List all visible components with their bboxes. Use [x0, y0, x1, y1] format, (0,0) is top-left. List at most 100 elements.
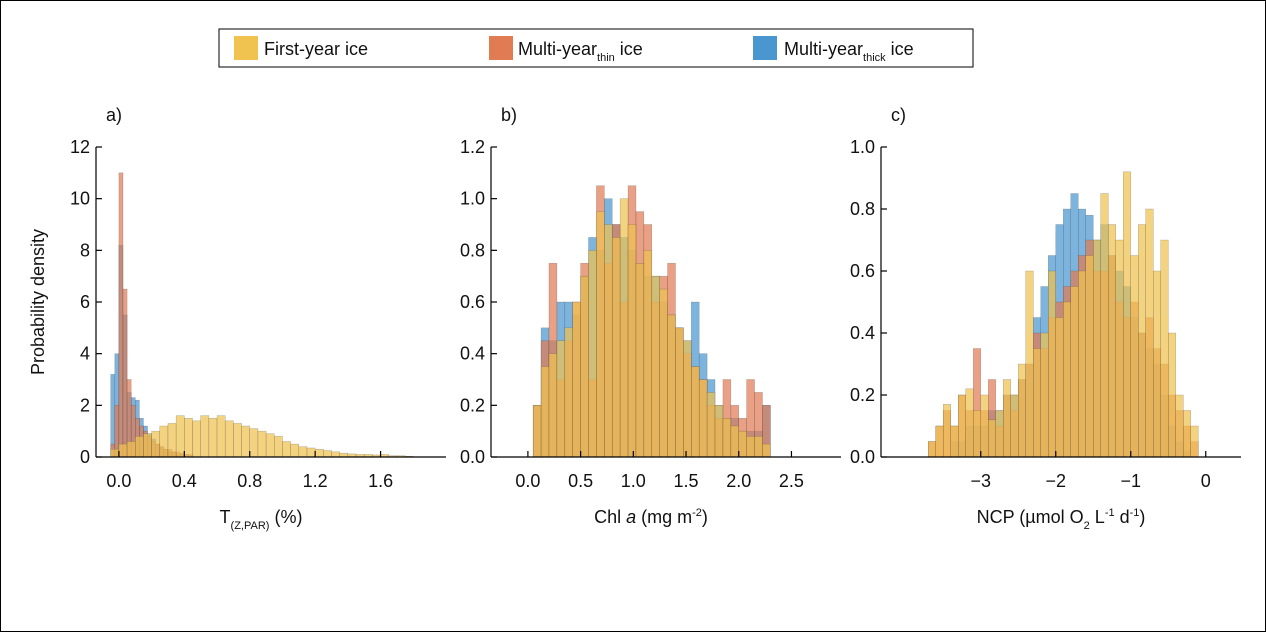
histogram-bar: [691, 366, 700, 458]
histogram-bar: [754, 436, 763, 458]
histogram-bar: [122, 288, 128, 458]
histogram-bar: [184, 418, 193, 458]
histogram-bar: [1168, 332, 1176, 458]
y-tick-label: 1.2: [460, 137, 485, 157]
histogram-bar: [274, 436, 283, 458]
histogram-bar: [596, 211, 605, 458]
histogram-bar: [540, 366, 550, 458]
x-tick-label: 1.0: [621, 471, 646, 491]
x-label-part: d: [1115, 507, 1130, 527]
y-tick-label: 0.0: [460, 447, 485, 467]
histogram-bar: [1160, 239, 1169, 458]
y-tick-label: 10: [70, 189, 90, 209]
x-label-part: 2: [1084, 520, 1090, 532]
histogram-bar: [1175, 394, 1184, 458]
legend-label: Multi-yearthick ice: [784, 39, 914, 64]
histogram-bar: [118, 172, 124, 458]
histogram-bar: [1183, 410, 1191, 458]
histogram-bar: [675, 327, 684, 458]
histogram-bar: [950, 425, 959, 458]
histogram-bar: [988, 419, 996, 458]
legend-rest: ice: [886, 39, 914, 59]
histogram-bar: [762, 443, 771, 458]
histogram-bar: [1003, 379, 1011, 458]
x-label-part: NCP (µmol O: [977, 507, 1084, 527]
histogram-bar: [167, 423, 177, 458]
histogram-bar: [1190, 425, 1199, 458]
panel-label: b): [501, 105, 517, 125]
histogram-bar: [564, 327, 573, 458]
histogram-bar: [1063, 301, 1071, 458]
histogram-bar: [706, 392, 716, 458]
y-tick-label: 12: [70, 137, 90, 157]
histogram-bar: [1048, 270, 1056, 458]
y-tick-label: 1.0: [460, 189, 485, 209]
histogram-bar: [1093, 239, 1101, 458]
x-label-part: (mg m: [636, 507, 692, 527]
histogram-bar: [980, 394, 989, 458]
y-tick-label: 0.0: [850, 447, 875, 467]
histogram-bar: [928, 441, 936, 458]
y-tick-label: 0.4: [850, 323, 875, 343]
x-tick-label: 2.5: [779, 471, 804, 491]
histogram-bar: [1040, 332, 1049, 458]
histogram-bar: [548, 353, 558, 458]
histogram-bar: [192, 420, 201, 458]
histogram-bar: [1153, 270, 1161, 458]
y-tick-label: 2: [80, 395, 90, 415]
histogram-bar: [1078, 270, 1086, 458]
histogram-bar: [651, 275, 660, 458]
histogram-bar: [1130, 255, 1139, 458]
legend-sub: thin: [597, 52, 615, 64]
x-label-part: Chl: [594, 507, 626, 527]
histogram-bar: [556, 340, 566, 458]
histogram-bar: [995, 410, 1004, 458]
histogram-bar: [1070, 286, 1079, 458]
histogram-bar: [532, 405, 542, 458]
x-label-part: -1: [1130, 507, 1140, 519]
y-tick-label: 1.0: [850, 137, 875, 157]
x-tick-label: −3: [970, 471, 991, 491]
x-tick-label: 0.5: [568, 471, 593, 491]
histogram-bar: [290, 443, 300, 458]
x-tick-label: 0.0: [515, 471, 540, 491]
legend-label: First-year ice: [264, 39, 368, 59]
x-axis-label: T(Z,PAR) (%): [220, 507, 303, 532]
x-tick-label: 0: [1201, 471, 1211, 491]
y-tick-label: 0.8: [850, 199, 875, 219]
histogram-bar: [314, 449, 324, 458]
histogram-bar: [110, 449, 120, 458]
x-tick-label: 1.6: [368, 471, 393, 491]
legend-name: First-year ice: [264, 39, 368, 59]
histogram-bar: [667, 314, 676, 458]
histogram-bar: [135, 436, 144, 458]
histogram-bar: [175, 415, 185, 458]
legend-swatch: [234, 36, 258, 60]
legend-label: Multi-yearthin ice: [518, 39, 643, 64]
histogram-bar: [659, 288, 668, 458]
histogram-bar: [233, 423, 242, 458]
histogram-bar: [1123, 171, 1131, 458]
y-tick-label: 0.4: [460, 344, 485, 364]
histogram-bar: [958, 394, 966, 458]
histogram-bar: [159, 425, 169, 458]
histogram-bar: [265, 433, 275, 458]
histogram-bar: [1138, 224, 1146, 458]
histogram-bar: [730, 425, 739, 458]
y-tick-label: 4: [80, 344, 90, 364]
histogram-bar: [714, 405, 724, 458]
x-label-part: ): [702, 507, 708, 527]
histogram-bar: [118, 443, 128, 458]
histogram-bar: [1025, 270, 1034, 458]
histogram-bar: [257, 430, 267, 458]
histogram-bar: [1100, 193, 1109, 458]
legend-name: Multi-year: [518, 39, 597, 59]
legend-box: [218, 28, 974, 68]
histogram-bar: [1055, 317, 1064, 458]
histogram-bar: [1033, 348, 1041, 458]
x-tick-label: −2: [1045, 471, 1066, 491]
histogram-bar: [746, 436, 755, 458]
y-tick-label: 0.2: [850, 385, 875, 405]
